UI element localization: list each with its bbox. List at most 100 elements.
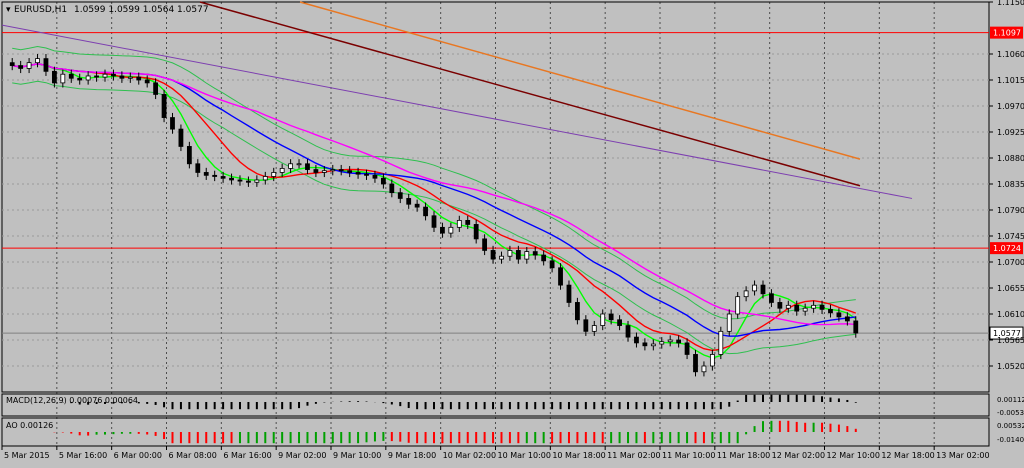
ma-magenta	[12, 63, 856, 326]
candle-body	[726, 313, 732, 332]
candle-body	[212, 174, 218, 177]
candle-body	[752, 284, 757, 292]
trendline-purple	[1, 24, 913, 199]
candle-body	[186, 146, 192, 165]
candle-body	[802, 307, 808, 312]
grid-layer	[2, 2, 989, 446]
candle-body	[26, 62, 32, 69]
candle-body	[288, 163, 293, 169]
ma-fast	[12, 63, 857, 359]
osc-tick-label: 0.00112	[997, 396, 1024, 404]
candle-body	[769, 293, 774, 303]
candle-body	[777, 302, 783, 309]
candle-body	[153, 82, 159, 95]
candle-body	[271, 172, 277, 177]
candle-body	[43, 58, 49, 72]
time-tick-label: 9 Mar 18:00	[388, 451, 436, 460]
candle-body	[575, 302, 580, 321]
current-price-badge	[989, 326, 1024, 340]
price-tick-label: 1.0790	[997, 206, 1024, 215]
candle-body	[347, 170, 353, 173]
time-tick-label: 5 Mar 16:00	[59, 451, 107, 460]
time-tick-label: 11 Mar 18:00	[717, 451, 770, 460]
ao-label: AO 0.00126	[6, 421, 53, 430]
candle-body	[490, 250, 496, 260]
time-tick-label: 9 Mar 10:00	[333, 451, 381, 460]
price-tick-label: 1.0700	[997, 258, 1024, 267]
candle-body	[541, 254, 547, 262]
level-badge	[990, 26, 1023, 39]
candle-body	[836, 312, 842, 318]
time-tick-label: 11 Mar 02:00	[607, 451, 660, 460]
candle-body	[364, 173, 369, 176]
candle-body	[68, 73, 74, 79]
time-tick-label: 12 Mar 02:00	[772, 451, 825, 460]
time-tick-label: 10 Mar 02:00	[443, 451, 496, 460]
candle-body	[785, 304, 791, 309]
candle-body	[440, 226, 445, 234]
time-tick-label: 9 Mar 02:00	[278, 451, 326, 460]
candle-body	[372, 174, 378, 179]
candle-body	[431, 215, 437, 228]
candle-body	[313, 169, 319, 173]
candle-body	[170, 117, 175, 130]
candle-body	[321, 170, 327, 173]
indicator-lines	[1, 1, 913, 359]
candle-body	[608, 313, 614, 321]
candle-body	[18, 65, 24, 69]
candle-body	[305, 163, 310, 170]
price-tick-label: 1.1060	[997, 50, 1024, 59]
candle-body	[718, 330, 724, 355]
price-tick-label: 1.0655	[997, 284, 1024, 293]
price-tick-label: 1.0565	[997, 336, 1024, 345]
time-tick-label: 12 Mar 18:00	[881, 451, 934, 460]
candle-body	[254, 179, 260, 183]
candle-body	[262, 176, 268, 181]
candle-body	[794, 304, 800, 312]
candle-body	[684, 342, 690, 355]
candle-body	[499, 255, 504, 260]
time-tick-label: 12 Mar 10:00	[827, 451, 880, 460]
candle-body	[642, 342, 648, 347]
candle-body	[566, 284, 572, 303]
candle-body	[111, 73, 116, 77]
candle-body	[203, 172, 209, 176]
candle-body	[676, 339, 682, 344]
candle-body	[406, 198, 412, 205]
ohlc-readout: 1.0599 1.0599 1.0564 1.0577	[74, 5, 209, 15]
candle-body	[456, 219, 462, 228]
candle-body	[229, 177, 234, 181]
candles	[9, 54, 859, 377]
candle-body	[844, 316, 850, 322]
ma-long-darkred	[199, 1, 861, 187]
price-tick-label: 1.0970	[997, 102, 1024, 111]
osc-tick-label: -0.00534	[997, 409, 1024, 417]
level-badge	[990, 242, 1023, 255]
candle-body	[482, 238, 488, 251]
candle-body	[515, 250, 521, 260]
candle-body	[414, 203, 420, 208]
candle-body	[583, 319, 589, 332]
price-tick-label: 1.0925	[997, 128, 1024, 137]
candle-body	[85, 75, 91, 81]
candle-body	[35, 58, 40, 64]
candle-body	[735, 296, 741, 315]
candle-body	[532, 251, 538, 256]
candle-body	[389, 183, 395, 194]
price-tick-label: 1.0520	[997, 362, 1024, 371]
time-tick-label: 6 Mar 16:00	[223, 451, 271, 460]
candle-body	[811, 304, 817, 309]
candle-body	[279, 167, 285, 173]
candle-body	[465, 219, 471, 225]
candle-body	[650, 343, 656, 347]
candle-body	[237, 179, 243, 182]
candle-body	[127, 76, 133, 79]
time-tick-label: 10 Mar 18:00	[552, 451, 605, 460]
candle-body	[136, 76, 142, 81]
candle-body	[549, 260, 555, 269]
symbol-triangle-icon[interactable]: ▾	[6, 5, 11, 15]
candle-body	[161, 94, 167, 118]
